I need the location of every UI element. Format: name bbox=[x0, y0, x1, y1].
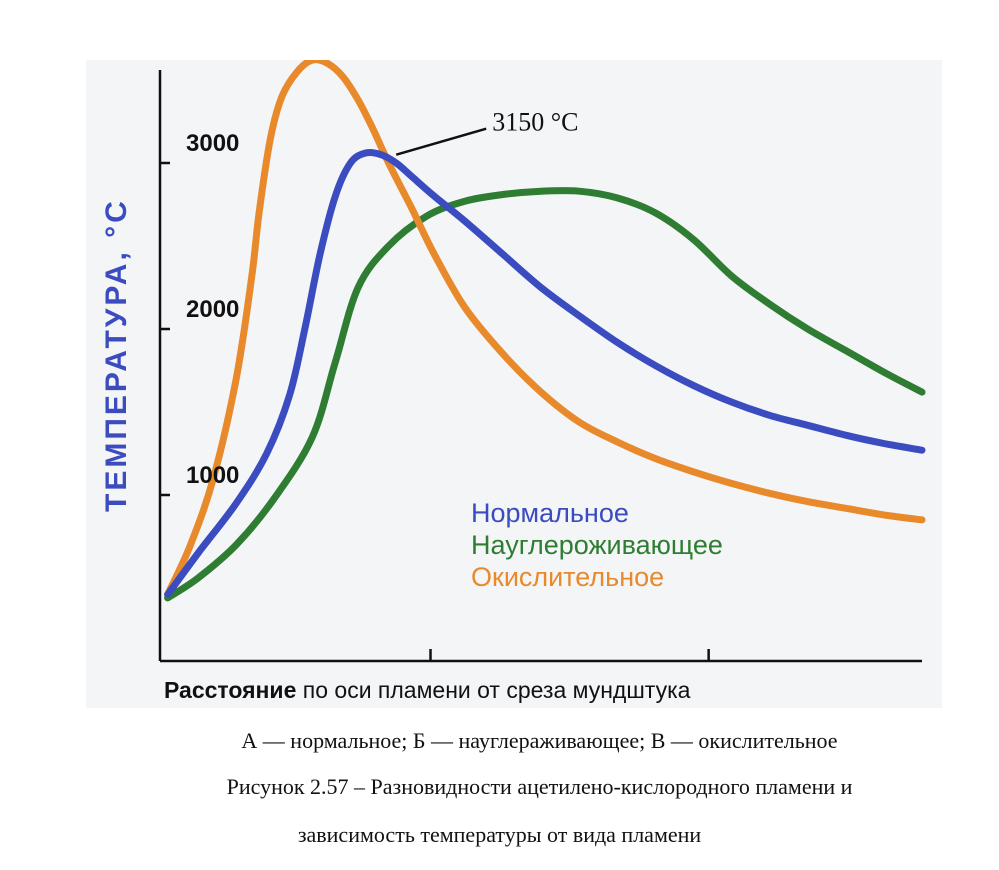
series-line-normal bbox=[164, 148, 926, 599]
curves bbox=[164, 60, 926, 602]
x-axis-label-rest: по оси пламени от среза мундштука bbox=[296, 677, 690, 703]
legend-entry-carburizing: Науглероживающее bbox=[471, 530, 723, 560]
y-tick-label-3000: 3000 bbox=[186, 130, 239, 157]
axes bbox=[158, 70, 922, 663]
legend-entry-normal: Нормальное bbox=[471, 498, 629, 528]
x-axis-label: Расстояние по оси пламени от среза мундш… bbox=[164, 677, 691, 703]
figure-caption-line-2: зависимость температуры от вида пламени bbox=[297, 822, 702, 847]
y-tick-label-1000: 1000 bbox=[186, 462, 239, 489]
series-line-carburizing bbox=[164, 187, 926, 602]
y-tick-label-2000: 2000 bbox=[186, 296, 239, 323]
annotation-leader-line bbox=[395, 127, 487, 156]
temperature-chart: 1000 2000 3000 3150 °C НормальноеНауглерожив… bbox=[100, 60, 926, 703]
figure-caption-line-1: Рисунок 2.57 – Разновидности ацетилено-к… bbox=[226, 774, 853, 799]
y-axis-label: ТЕМПЕРАТУРА, °С bbox=[100, 198, 133, 512]
legend-entry-oxidizing: Окислительное bbox=[471, 562, 664, 592]
x-axis-label-bold: Расстояние bbox=[164, 677, 296, 703]
series-line-oxidizing bbox=[164, 60, 926, 599]
chart-figure: 1000 2000 3000 3150 °C Нормальное Науглерожив… bbox=[86, 60, 942, 708]
figure-legend-caption: А — нормальное; Б — науглераживающее; В … bbox=[241, 728, 838, 753]
annotation-peak-label: 3150 °C bbox=[492, 108, 578, 137]
labels: 1000 2000 3000 3150 °C НормальноеНауглерожив… bbox=[100, 108, 723, 703]
